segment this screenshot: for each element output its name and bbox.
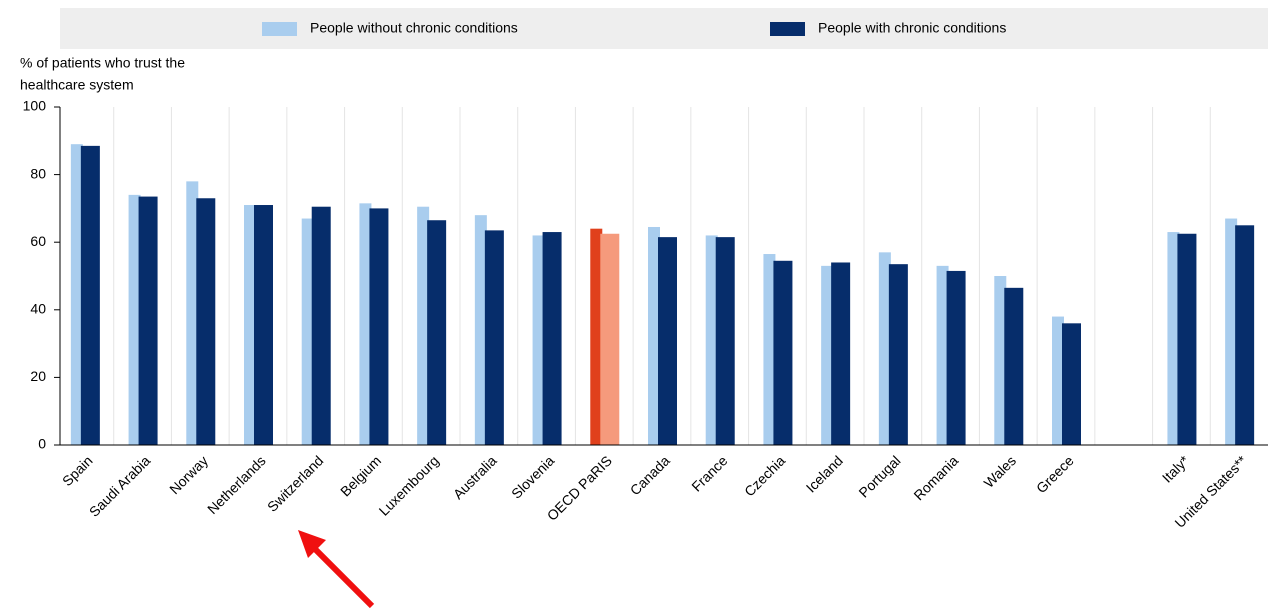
y-tick-label: 100 [23, 98, 47, 114]
bar [936, 265, 949, 445]
bar [648, 226, 660, 445]
bar [484, 230, 504, 445]
bar [1235, 225, 1255, 445]
y-tick-label: 20 [30, 368, 46, 384]
x-tick-label: Spain [59, 452, 96, 489]
y-tick-label: 80 [30, 165, 46, 181]
bar [138, 196, 158, 445]
bar [1062, 323, 1081, 445]
y-axis-label: healthcare system [20, 77, 134, 93]
bar [715, 237, 735, 445]
bar [773, 260, 793, 445]
y-tick-label: 0 [38, 436, 46, 452]
bar [369, 208, 389, 445]
bar [1052, 316, 1064, 445]
x-tick-label: Australia [450, 452, 500, 502]
bar [1177, 233, 1197, 445]
bar [763, 254, 776, 445]
bar [658, 237, 677, 445]
bar [542, 232, 562, 445]
x-tick-label: Saudi Arabia [86, 452, 154, 520]
x-tick-label: Italy* [1159, 452, 1193, 486]
bar [70, 144, 83, 445]
x-tick-label: Luxembourg [376, 452, 442, 518]
x-tick-label: Netherlands [204, 452, 269, 517]
bar [946, 270, 966, 445]
x-tick-label: Iceland [803, 452, 846, 495]
bar [359, 203, 372, 445]
bar [1167, 232, 1180, 445]
y-tick-label: 40 [30, 301, 46, 317]
legend-label: People without chronic conditions [310, 20, 518, 36]
bar [600, 233, 620, 445]
bar [590, 228, 603, 445]
bar [427, 220, 447, 445]
x-tick-label: Wales [981, 452, 1019, 490]
x-tick-label: Slovenia [508, 452, 557, 501]
bar [532, 235, 545, 445]
x-tick-label: Belgium [337, 452, 384, 499]
bar [821, 265, 834, 445]
bar [888, 264, 908, 445]
y-axis-label: % of patients who trust the [20, 55, 185, 71]
bar [878, 252, 891, 445]
bar [994, 276, 1007, 445]
bar [196, 198, 216, 445]
bar [186, 181, 199, 446]
x-tick-label: Norway [166, 452, 211, 497]
x-tick-label: Canada [627, 452, 673, 498]
legend-swatch [262, 22, 297, 36]
annotation-arrow [298, 530, 375, 609]
bar [244, 205, 256, 445]
x-tick-label: Switzerland [264, 452, 326, 514]
arrow-head [298, 530, 326, 558]
legend-background [60, 8, 1268, 49]
y-tick-label: 60 [30, 233, 46, 249]
bar [80, 145, 100, 445]
bar [301, 218, 314, 445]
x-tick-label: Portugal [855, 452, 903, 500]
bar [474, 215, 487, 445]
bar [417, 206, 430, 445]
bar [254, 205, 273, 445]
arrow-shaft [309, 543, 375, 609]
bar [128, 194, 141, 445]
bar [1225, 218, 1238, 445]
bar [1004, 287, 1024, 445]
x-tick-label: Czechia [741, 452, 788, 499]
x-tick-label: Romania [910, 452, 961, 503]
bar [831, 262, 851, 445]
bar [311, 206, 331, 445]
x-tick-label: Greece [1033, 452, 1077, 496]
legend-swatch [770, 22, 805, 36]
bar [705, 235, 718, 445]
x-tick-label: France [688, 452, 730, 494]
legend-label: People with chronic conditions [818, 20, 1006, 36]
